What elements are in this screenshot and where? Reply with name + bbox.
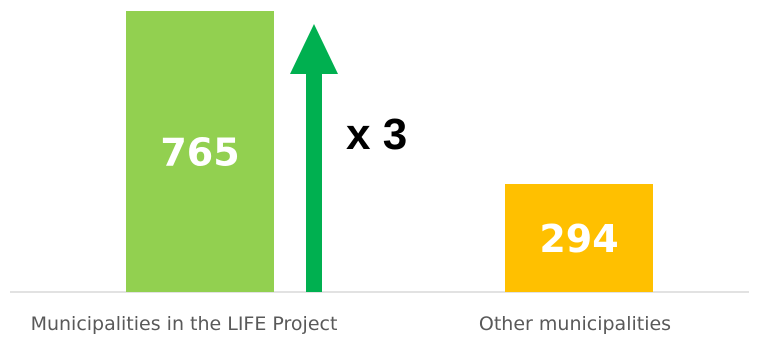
category-label-municipalities-life-project: Municipalities in the LIFE Project	[31, 313, 338, 335]
growth-arrow	[290, 24, 338, 292]
bar-municipalities-life-project	[126, 11, 274, 292]
growth-arrow-head	[290, 24, 338, 74]
category-label-other-municipalities: Other municipalities	[479, 313, 671, 335]
growth-arrow-shaft	[306, 70, 322, 292]
bar-other-municipalities	[505, 184, 653, 292]
multiplier-annotation: x 3	[346, 110, 407, 159]
bar-value-label-294: 294	[539, 217, 618, 261]
bar-value-label-765: 765	[160, 131, 239, 175]
